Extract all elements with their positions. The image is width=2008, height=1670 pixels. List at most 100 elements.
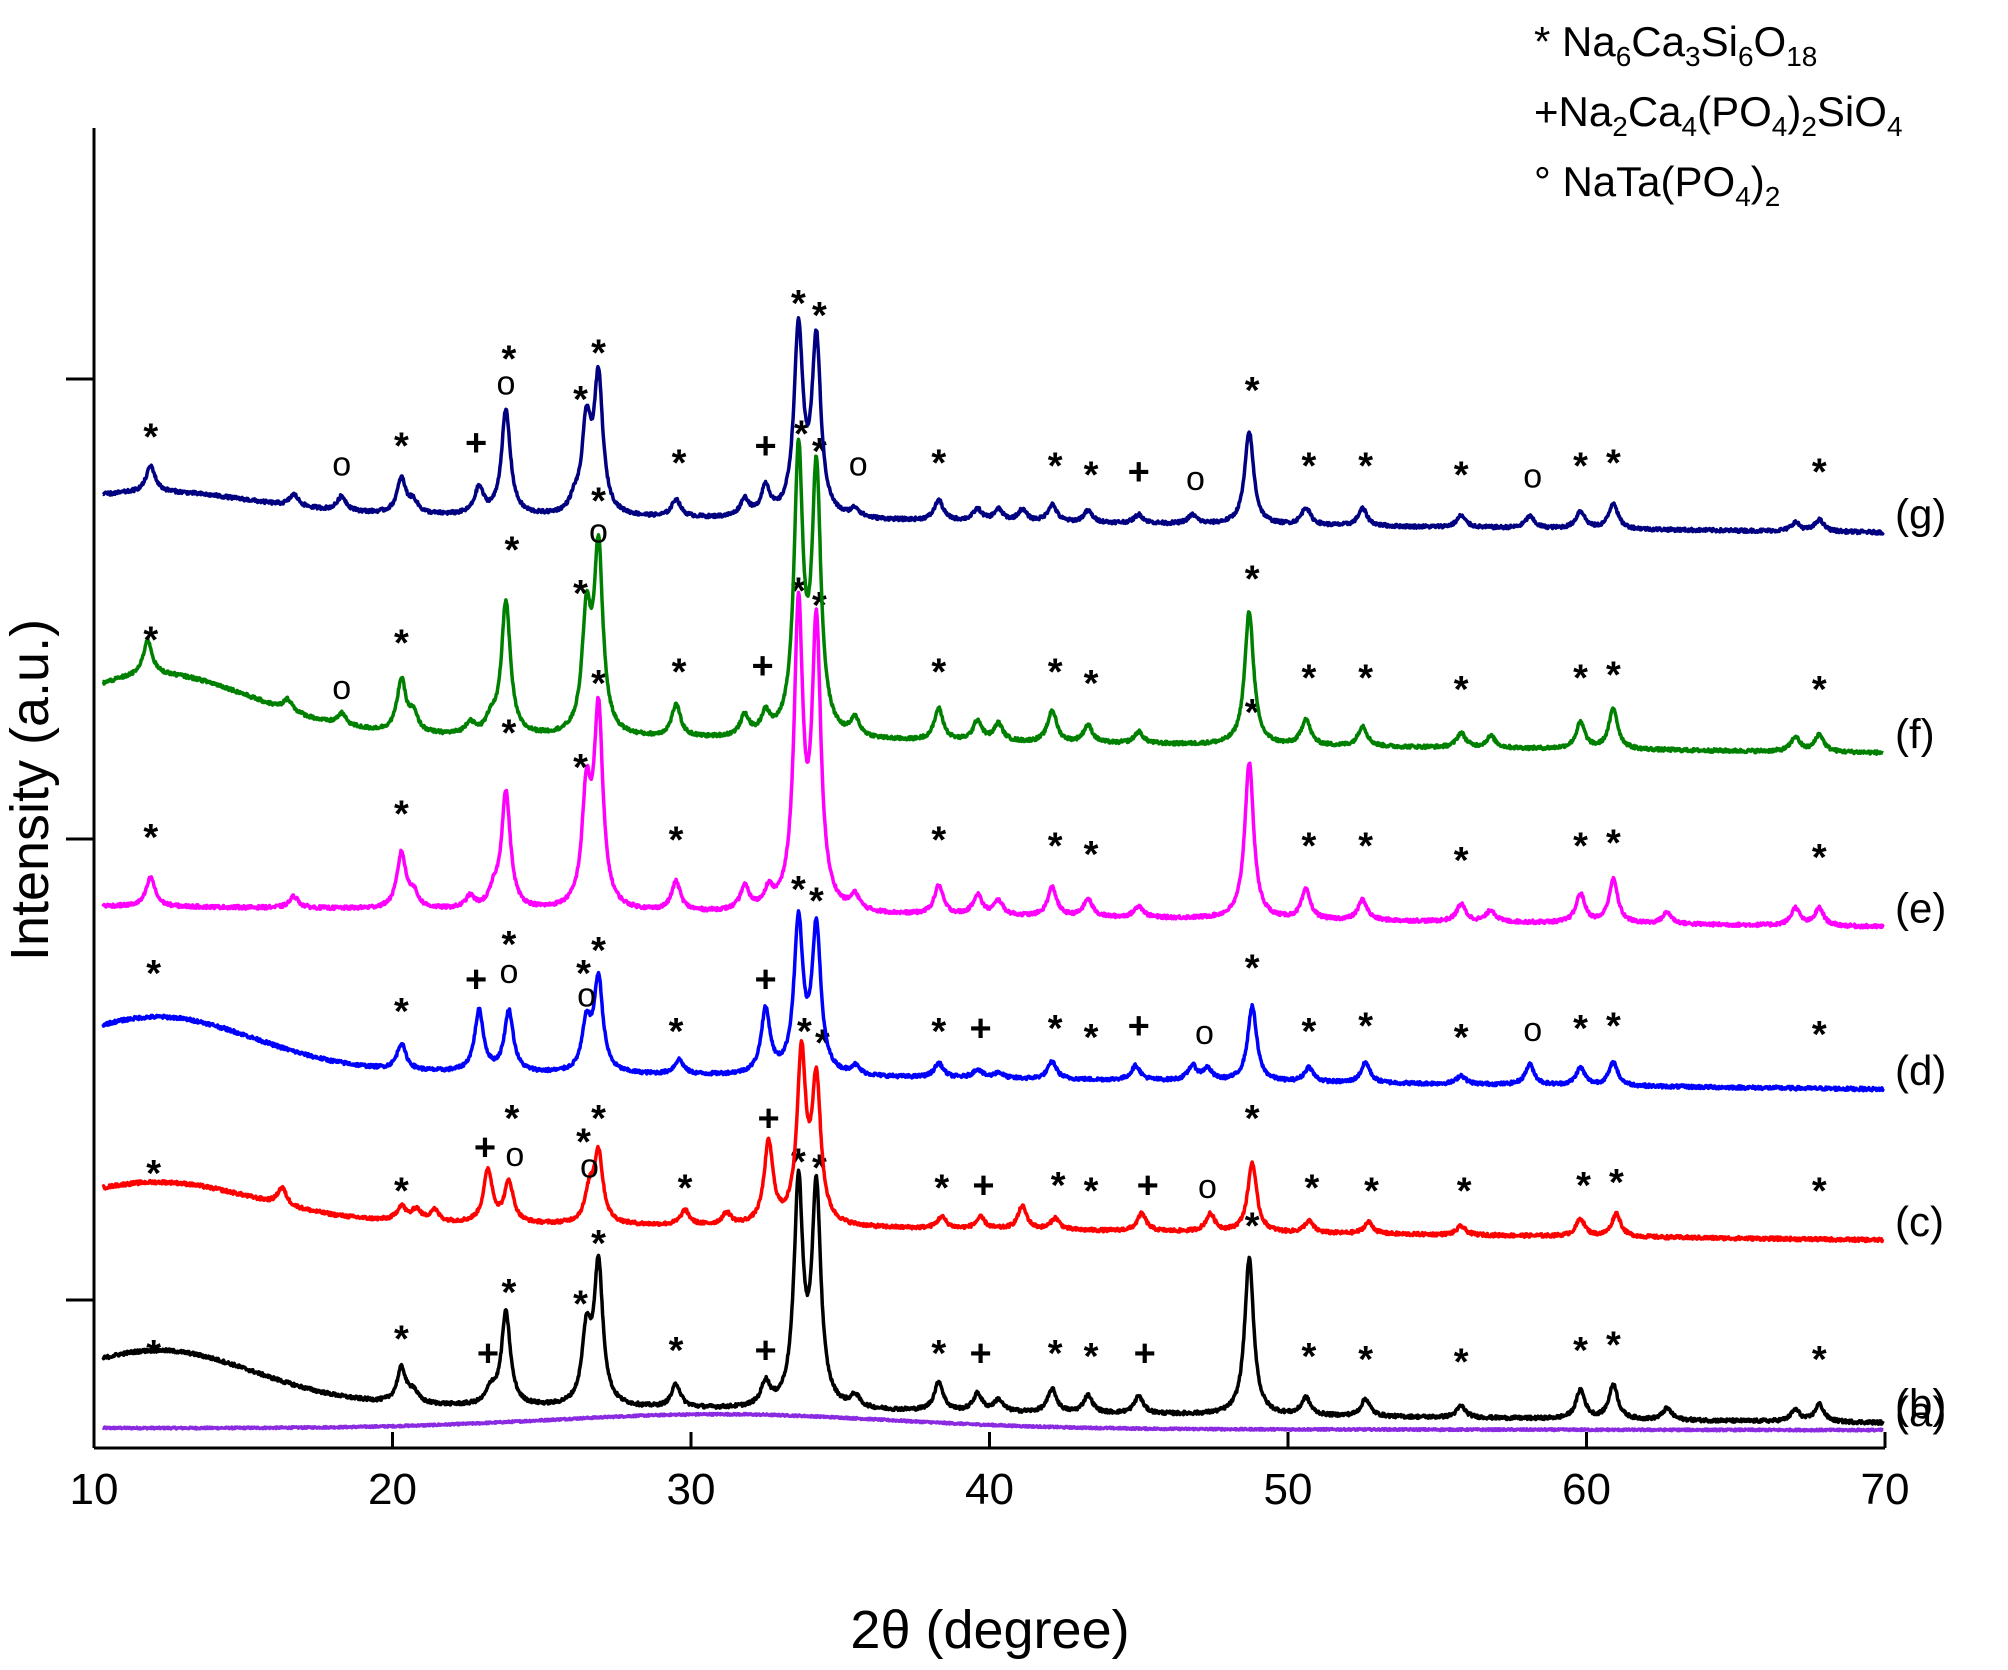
phase-marker-star: * <box>505 530 520 572</box>
phase-marker-star: * <box>1454 669 1469 711</box>
phase-marker-star: * <box>809 881 824 923</box>
phase-marker-star: * <box>669 820 684 862</box>
phase-marker-star: * <box>1573 446 1588 488</box>
plot-area: (a)(b)* * +* *** +* ** + * * +** * * * * *(c)* *+*o *o**… <box>101 283 1946 1435</box>
phase-marker-star: * <box>931 820 946 862</box>
phase-marker-star: * <box>573 1284 588 1326</box>
series-line <box>101 590 1885 930</box>
phase-marker-star: * <box>576 953 591 995</box>
phase-marker-plus: + <box>969 1333 991 1375</box>
phase-marker-circle: o <box>577 976 596 1014</box>
phase-marker-star: * <box>931 652 946 694</box>
phase-marker-star: * <box>1048 1333 1063 1375</box>
phase-marker-star: * <box>1457 1171 1472 1213</box>
x-tick-label: 50 <box>1264 1465 1313 1514</box>
phase-marker-star: * <box>1812 837 1827 879</box>
phase-marker-star: * <box>678 1168 693 1210</box>
phase-marker-star: * <box>1576 1165 1591 1207</box>
phase-marker-plus: + <box>755 959 777 1001</box>
phase-marker-star: * <box>1573 1330 1588 1372</box>
phase-marker-star: * <box>1573 826 1588 868</box>
phase-marker-circle: o <box>580 1148 599 1186</box>
phase-marker-star: * <box>573 379 588 421</box>
phase-marker-star: * <box>394 1171 409 1213</box>
phase-marker-circle: o <box>1198 1168 1217 1206</box>
phase-marker-star: * <box>502 1272 517 1314</box>
phase-marker-circle: o <box>589 512 608 550</box>
phase-marker-star: * <box>1048 652 1063 694</box>
phase-marker-star: * <box>591 1223 606 1265</box>
phase-marker-star: * <box>143 620 158 662</box>
phase-marker-star: * <box>1301 826 1316 868</box>
phase-marker-star: * <box>1245 559 1260 601</box>
phase-marker-star: * <box>1364 1171 1379 1213</box>
phase-marker-star: * <box>1051 1165 1066 1207</box>
phase-marker-star: * <box>931 443 946 485</box>
legend: * Na6Ca3Si6O18 +Na2Ca4(PO4)2SiO4 ° NaTa(PO… <box>1534 18 1903 212</box>
phase-marker-star: * <box>1084 454 1099 496</box>
phase-marker-star: * <box>1245 1205 1260 1247</box>
phase-marker-star: * <box>1358 1339 1373 1381</box>
x-tick-label: 20 <box>368 1465 417 1514</box>
phase-marker-star: * <box>576 1121 591 1163</box>
phase-marker-plus: + <box>752 646 774 688</box>
phase-marker-star: * <box>394 794 409 836</box>
phase-marker-star: * <box>591 333 606 375</box>
phase-marker-star: * <box>1358 1005 1373 1047</box>
phase-marker-star: * <box>573 573 588 615</box>
phase-marker-star: * <box>591 480 606 522</box>
phase-marker-plus: + <box>1128 451 1150 493</box>
phase-marker-star: * <box>591 930 606 972</box>
phase-marker-star: * <box>1812 451 1827 493</box>
x-axis-title: 2θ (degree) <box>850 1600 1129 1660</box>
series-line <box>101 316 1885 536</box>
phase-marker-star: * <box>1358 826 1373 868</box>
phase-marker-star: * <box>1609 1162 1624 1204</box>
x-tick-label: 70 <box>1861 1465 1910 1514</box>
series-line <box>101 1411 1885 1433</box>
phase-marker-star: * <box>669 1330 684 1372</box>
series-label: (b) <box>1895 1381 1946 1428</box>
series-line <box>101 1039 1885 1244</box>
phase-marker-circle: o <box>332 446 351 484</box>
phase-marker-star: * <box>1304 1168 1319 1210</box>
phase-marker-plus: + <box>465 959 487 1001</box>
series-label: (d) <box>1895 1047 1946 1094</box>
phase-marker-star: * <box>794 414 809 456</box>
phase-marker-star: * <box>672 652 687 694</box>
phase-marker-star: * <box>1573 657 1588 699</box>
phase-marker-star: * <box>1084 663 1099 705</box>
phase-marker-plus: + <box>758 1098 780 1140</box>
phase-marker-star: * <box>1812 1339 1827 1381</box>
phase-marker-star: * <box>1301 657 1316 699</box>
series-label: (e) <box>1895 885 1946 932</box>
phase-marker-star: * <box>1454 1342 1469 1384</box>
phase-marker-star: * <box>1454 454 1469 496</box>
phase-marker-star: * <box>672 443 687 485</box>
series-line <box>101 1168 1885 1426</box>
phase-marker-star: * <box>934 1168 949 1210</box>
x-tick-label: 30 <box>667 1465 716 1514</box>
y-axis-title: Intensity (a.u.) <box>0 619 60 961</box>
phase-marker-star: * <box>1245 1098 1260 1140</box>
phase-marker-star: * <box>1084 1336 1099 1378</box>
phase-marker-star: * <box>146 1153 161 1195</box>
phase-marker-star: * <box>1454 1017 1469 1059</box>
phase-marker-circle: o <box>1523 457 1542 495</box>
phase-marker-star: * <box>1454 840 1469 882</box>
phase-marker-plus: + <box>474 1127 496 1169</box>
phase-marker-star: * <box>1812 1014 1827 1056</box>
phase-marker-star: * <box>1812 1171 1827 1213</box>
series-line <box>101 437 1885 756</box>
phase-marker-star: * <box>1301 1336 1316 1378</box>
phase-marker-star: * <box>812 585 827 627</box>
phase-marker-plus: + <box>969 1008 991 1050</box>
series-label: (f) <box>1895 711 1935 758</box>
phase-marker-star: * <box>1301 446 1316 488</box>
phase-marker-star: * <box>394 991 409 1033</box>
phase-marker-star: * <box>791 283 806 325</box>
phase-marker-star: * <box>502 924 517 966</box>
phase-marker-star: * <box>1084 1171 1099 1213</box>
phase-marker-circle: o <box>1186 460 1205 498</box>
phase-marker-star: * <box>1606 654 1621 696</box>
